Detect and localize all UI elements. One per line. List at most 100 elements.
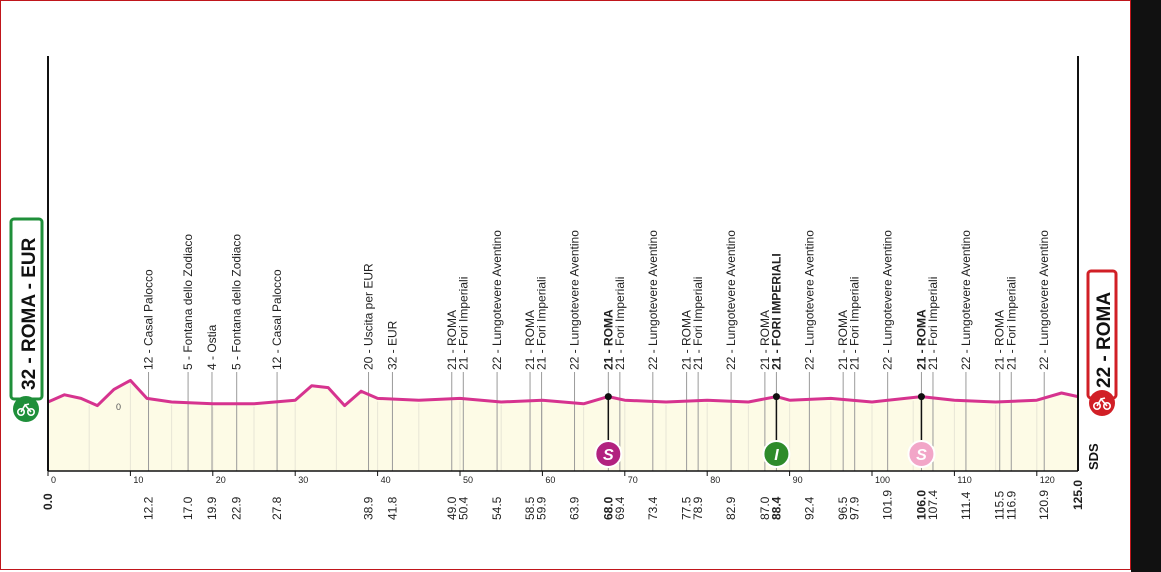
point-name-label: 4 - Ostia — [205, 324, 219, 370]
point-km-label: 22.9 — [230, 496, 244, 520]
sprint-badge-symbol: S — [916, 447, 927, 464]
point-km-label: 50.4 — [456, 496, 470, 520]
right-edge-bar — [1131, 0, 1161, 572]
point-name-label: 21 - Fori Imperiali — [848, 277, 862, 370]
point-km-label: 63.9 — [568, 496, 582, 520]
point-name-label: 21 - ROMA — [993, 310, 1007, 370]
x-tick-label: 60 — [545, 475, 555, 485]
point-name-label: 22 - Lungotevere Aventino — [724, 230, 738, 370]
sprint-dot — [772, 393, 780, 401]
point-km-label: 49.0 — [445, 496, 459, 520]
sprint-badge-symbol: I — [774, 447, 779, 464]
sprint-badge-icon — [762, 440, 791, 468]
point-km-label: 73.4 — [646, 496, 660, 520]
point-km-label: 82.9 — [724, 496, 738, 520]
point-name-label: 21 - ROMA — [523, 310, 537, 370]
point-km-label: 12.2 — [142, 496, 156, 520]
point-name-label: 21 - Fori Imperiali — [926, 277, 940, 370]
point-km-label: 54.5 — [490, 496, 504, 520]
point-km-label: 78.9 — [691, 496, 705, 520]
start-badge: 32 - ROMA - EUR — [9, 217, 44, 422]
finish-label: 22 - ROMA — [1094, 292, 1115, 388]
x-tick-label: 20 — [216, 475, 226, 485]
point-km-label: 92.4 — [802, 496, 816, 520]
point-name-label: 21 - Fori Imperiali — [613, 277, 627, 370]
point-km-label: 106.0 — [914, 490, 928, 520]
point-name-label: 21 - ROMA — [758, 310, 772, 370]
point-name-label: 20 - Uscita per EUR — [362, 263, 376, 370]
point-name-label: 21 - Fori Imperiali — [456, 277, 470, 370]
point-name-label: 22 - Lungotevere Aventino — [568, 230, 582, 370]
finish-badge: 22 - ROMA — [1086, 269, 1118, 416]
x-tick-label: 50 — [463, 475, 473, 485]
point-name-label: 22 - Lungotevere Aventino — [1037, 230, 1051, 370]
x-tick-label: 80 — [710, 475, 720, 485]
point-name-label: 22 - Lungotevere Aventino — [802, 230, 816, 370]
cyclist-finish-icon — [1089, 390, 1115, 416]
baseline-zero-label: 0 — [116, 402, 121, 412]
point-km-label: 115.5 — [993, 491, 1007, 520]
point-name-label: 12 - Casal Palocco — [270, 269, 284, 370]
point-km-label: 101.9 — [881, 490, 895, 520]
x-tick-label: 90 — [793, 475, 803, 485]
point-km-label: 38.9 — [362, 496, 376, 520]
point-name-label: 22 - Lungotevere Aventino — [490, 230, 504, 370]
point-km-label: 97.9 — [848, 496, 862, 520]
chart-frame — [0, 0, 1131, 570]
point-name-label: 21 - ROMA — [914, 309, 928, 370]
point-km-label: 111.4 — [959, 491, 973, 520]
x-tick-label: 120 — [1040, 475, 1055, 485]
point-name-label: 21 - Fori Imperiali — [1004, 277, 1018, 370]
point-km-label: 116.9 — [1004, 491, 1018, 520]
point-km-label: 87.0 — [758, 496, 772, 520]
point-name-label: 12 - Casal Palocco — [142, 269, 156, 370]
point-name-label: 21 - FORI IMPERIALI — [769, 253, 783, 370]
point-name-label: 21 - Fori Imperiali — [535, 277, 549, 370]
x-tick-label: 110 — [957, 475, 971, 485]
point-km-label: 0.0 — [41, 493, 55, 510]
point-name-label: 21 - ROMA — [445, 310, 459, 370]
point-km-label: 59.9 — [535, 496, 549, 520]
cyclist-start-glyph — [16, 403, 35, 416]
profile-area — [48, 380, 1078, 471]
point-name-label: 5 - Fontana dello Zodiaco — [230, 234, 244, 370]
sprint-badge-symbol: S — [603, 447, 614, 464]
point-name-label: 21 - ROMA — [601, 309, 615, 370]
start-label: 32 - ROMA - EUR — [19, 237, 40, 390]
cyclist-start-icon — [13, 396, 39, 422]
point-km-label: 77.5 — [680, 496, 694, 520]
x-tick-label: 10 — [133, 475, 143, 485]
point-km-label: 88.4 — [769, 496, 783, 520]
point-km-label: 107.4 — [926, 490, 940, 520]
point-name-label: 21 - ROMA — [836, 310, 850, 370]
point-km-label: 96.5 — [836, 496, 850, 520]
x-tick-label: 40 — [381, 475, 391, 485]
point-km-label: 27.8 — [270, 496, 284, 520]
point-km-label: 17.0 — [181, 496, 195, 520]
point-km-label: 58.5 — [523, 496, 537, 520]
point-name-label: 21 - Fori Imperiali — [691, 277, 705, 370]
sprint-dot — [604, 393, 612, 401]
point-name-label: 21 - ROMA — [680, 310, 694, 370]
x-tick-label: 30 — [298, 475, 308, 485]
brand-logo: SDS — [1086, 443, 1101, 470]
point-km-label: 19.9 — [205, 496, 219, 520]
x-tick-label: 70 — [628, 475, 638, 485]
point-name-label: 22 - Lungotevere Aventino — [646, 230, 660, 370]
point-name-label: 5 - Fontana dello Zodiaco — [181, 234, 195, 370]
x-tick-label: 0 — [51, 475, 56, 485]
point-km-label: 69.4 — [613, 496, 627, 520]
point-name-label: 22 - Lungotevere Aventino — [959, 230, 973, 370]
sprint-dot — [917, 393, 925, 401]
x-tick-label: 100 — [875, 475, 890, 485]
point-km-label: 120.9 — [1037, 490, 1051, 520]
sprint-badge-icon — [594, 440, 623, 468]
profile-line — [47, 378, 1079, 408]
point-name-label: 22 - Lungotevere Aventino — [881, 230, 895, 370]
cyclist-finish-glyph — [1093, 397, 1112, 410]
point-km-label: 41.8 — [385, 496, 399, 520]
elevation-profile-chart: 0 0 10 20 30 40 50 60 70 80 90 100 110 120 0.0 12 - Ca… — [9, 56, 1118, 520]
point-km-label: 68.0 — [601, 496, 615, 520]
point-km-label: 125.0 — [1071, 480, 1085, 510]
point-name-label: 32 - EUR — [385, 320, 399, 370]
